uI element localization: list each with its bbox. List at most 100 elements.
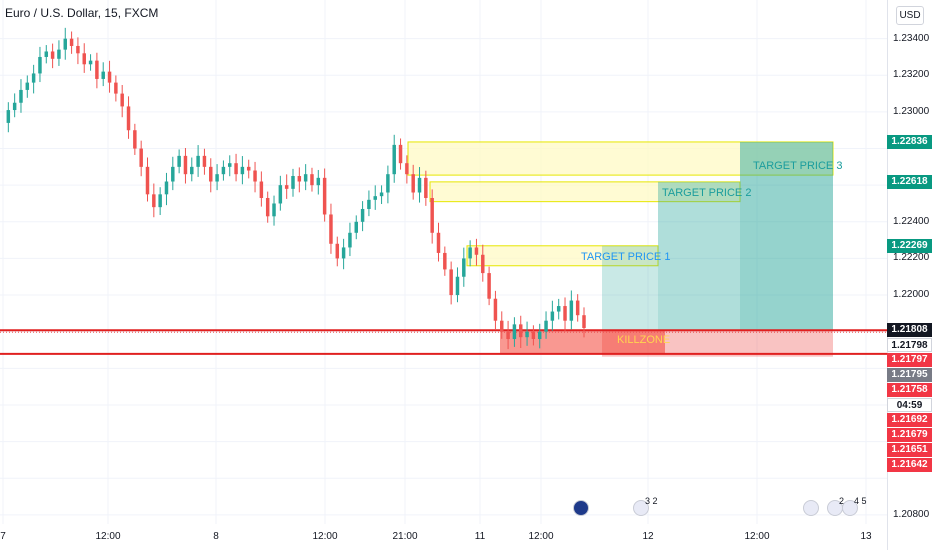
- candle-body: [227, 163, 232, 167]
- candle-body: [171, 166, 175, 182]
- candle-body: [221, 166, 226, 175]
- candle-body: [139, 148, 143, 167]
- x-tick-label: 11: [474, 531, 486, 542]
- candle-body: [550, 311, 555, 321]
- currency-button[interactable]: USD: [896, 6, 924, 25]
- price-badge: 1.21651: [887, 443, 932, 458]
- candle-body: [417, 177, 422, 193]
- candle-body: [95, 60, 99, 79]
- price-badge: 1.21795: [887, 368, 932, 383]
- price-badge: 1.22269: [887, 238, 932, 253]
- candle-body: [500, 320, 504, 332]
- candle-body: [329, 214, 333, 244]
- candle-body: [69, 38, 74, 46]
- candle-body: [278, 185, 283, 204]
- x-tick-label: 12:00: [528, 531, 554, 542]
- candle-body: [348, 232, 352, 248]
- candle-body: [468, 247, 472, 259]
- price-badge: 1.21798: [887, 338, 932, 353]
- target-zone-label-3: TARGET PRICE 1: [581, 250, 671, 263]
- candle-body: [474, 247, 479, 255]
- y-tick-label: 1.22400: [893, 215, 930, 227]
- candle-body: [525, 331, 529, 338]
- y-tick-label: 1.23000: [893, 105, 930, 117]
- x-tick-label: 7: [0, 531, 6, 542]
- candle-body: [379, 192, 384, 197]
- candle-body: [518, 324, 523, 338]
- candle-body: [341, 247, 346, 259]
- event-count: 2: [839, 496, 845, 506]
- candle-body: [398, 144, 403, 164]
- candle-body: [544, 320, 548, 332]
- y-tick-label: 1.23400: [893, 32, 930, 44]
- candle-body: [246, 166, 251, 171]
- y-tick-label: 1.22200: [893, 252, 930, 264]
- candle-body: [481, 254, 485, 274]
- x-tick-label: 13: [860, 531, 872, 542]
- candle-body: [436, 232, 441, 253]
- candle-body: [582, 315, 586, 329]
- us-flag-icon: [633, 500, 649, 516]
- x-tick-label: 12:00: [312, 531, 338, 542]
- price-axis-separator: [887, 0, 888, 550]
- candle-body: [152, 194, 156, 208]
- target-zone-3: [466, 245, 659, 267]
- candle-body: [57, 49, 61, 59]
- candle-body: [493, 298, 498, 321]
- candle-body: [107, 71, 112, 83]
- candle-body: [38, 56, 42, 74]
- candle-body: [316, 177, 321, 186]
- candle-body: [291, 176, 295, 189]
- price-badge: 1.21797: [887, 353, 932, 368]
- candle-body: [63, 38, 68, 50]
- candle-body: [335, 243, 340, 259]
- killzone-label: KILLZONE: [617, 334, 671, 347]
- candle-body: [158, 194, 162, 208]
- x-tick-label: 12: [642, 531, 654, 542]
- candle-body: [202, 155, 207, 167]
- candle-body: [12, 102, 17, 111]
- candle-body: [76, 45, 80, 54]
- price-badge: 04:59: [887, 398, 932, 413]
- candle-body: [177, 155, 181, 167]
- candle-body: [196, 155, 200, 167]
- target-zone-label-1: TARGET PRICE 3: [753, 160, 843, 173]
- candle-body: [487, 273, 491, 299]
- x-tick-label: 21:00: [392, 531, 418, 542]
- candle-body: [88, 60, 93, 65]
- x-tick-label: 12:00: [95, 531, 121, 542]
- price-badge: 1.21692: [887, 413, 932, 428]
- event-count: 4 5: [854, 496, 867, 506]
- candle-body: [133, 130, 137, 149]
- candle-body: [531, 331, 536, 340]
- candle-body: [164, 181, 169, 195]
- candle-body: [373, 196, 377, 200]
- candle-body: [430, 197, 434, 233]
- candle-body: [322, 177, 327, 215]
- candle-body: [411, 174, 415, 193]
- x-tick-label: 12:00: [744, 531, 770, 542]
- candle-body: [25, 82, 30, 90]
- candle-body: [6, 110, 11, 123]
- candle-body: [297, 176, 302, 182]
- candle-body: [354, 221, 359, 233]
- candle-body: [575, 300, 580, 316]
- candle-body: [82, 53, 86, 65]
- candle-body: [449, 269, 453, 296]
- price-badge: 1.22618: [887, 174, 932, 189]
- candle-body: [120, 93, 124, 107]
- y-tick-label: 1.23200: [893, 69, 930, 81]
- candle-body: [145, 166, 150, 195]
- candle-body: [234, 163, 238, 175]
- candle-body: [392, 144, 396, 175]
- candle-body: [50, 51, 55, 59]
- profit-zone-1: [602, 245, 658, 331]
- candle-body: [405, 163, 409, 175]
- price-badge: 1.21808: [887, 323, 932, 338]
- y-tick-label: 1.22000: [893, 289, 930, 301]
- target-zone-2: [429, 181, 741, 203]
- candle-body: [360, 208, 365, 222]
- candle-body: [537, 331, 542, 340]
- candle-body: [183, 155, 188, 175]
